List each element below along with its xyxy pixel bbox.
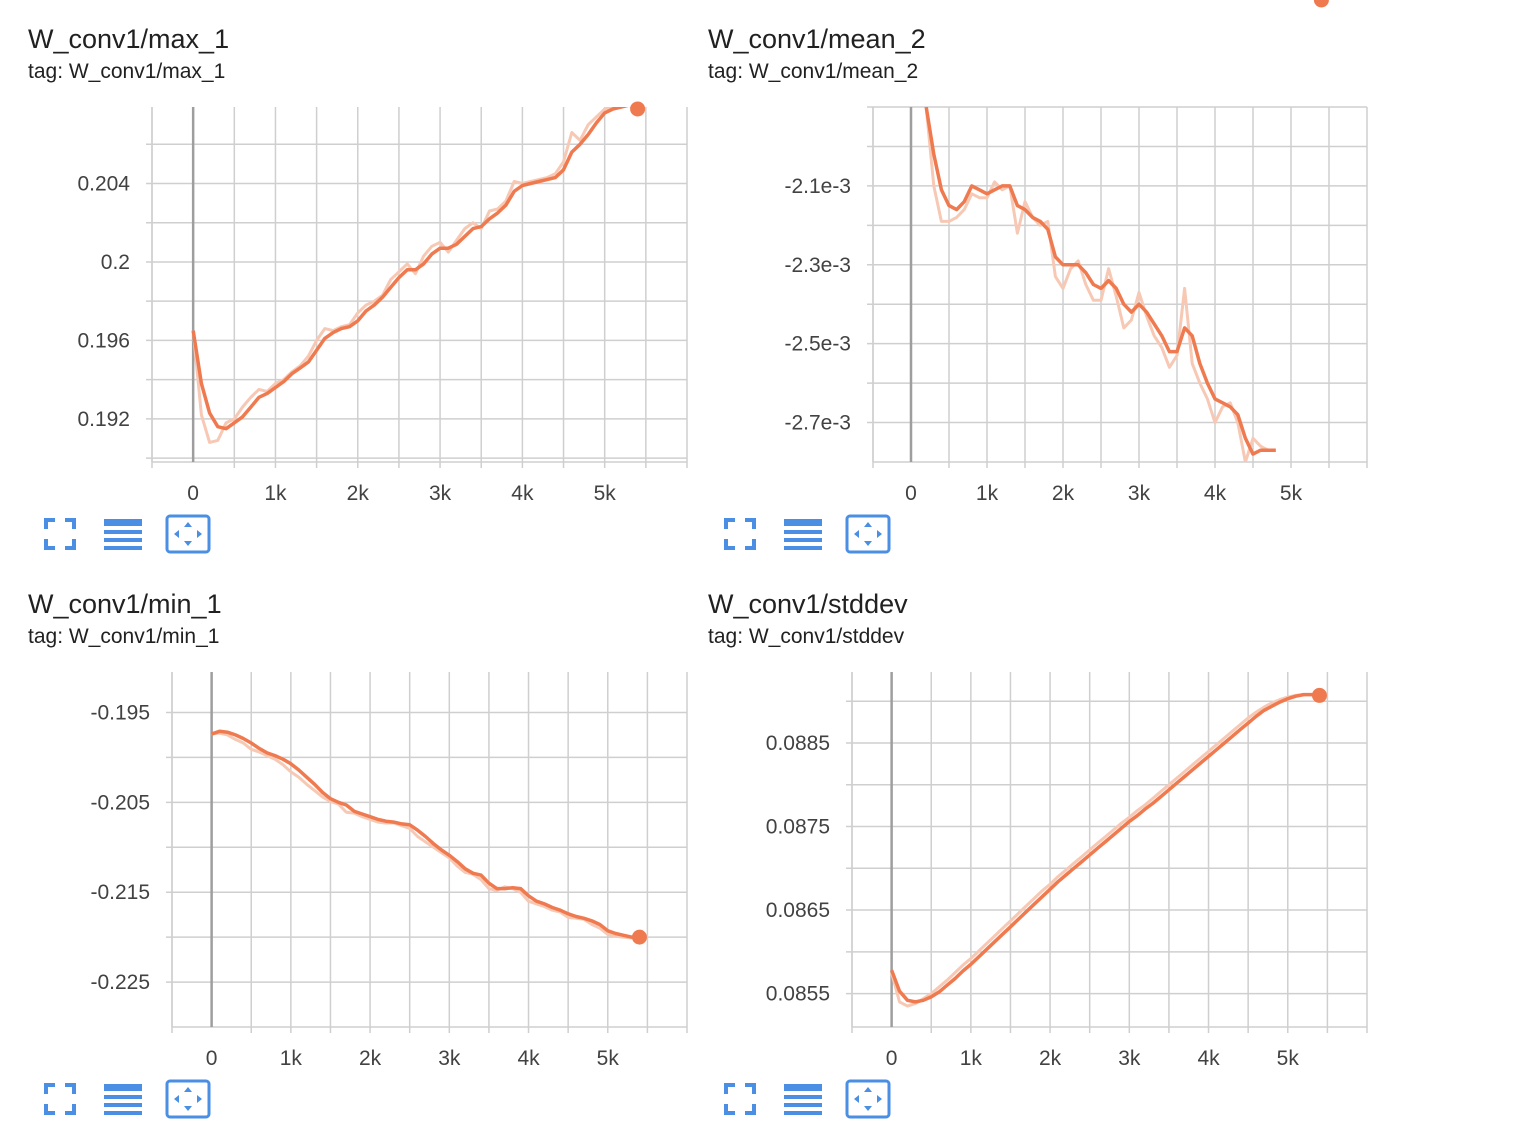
last-point-marker (1311, 687, 1327, 703)
chart-title: W_conv1/max_1 (28, 24, 230, 54)
y-tick-label: -0.215 (90, 881, 150, 904)
fullscreen-icon[interactable] (724, 518, 756, 550)
x-tick-label: 5k (1280, 482, 1303, 505)
y-tick-label: 0.0885 (766, 732, 830, 755)
fit-domain-icon[interactable] (165, 514, 211, 554)
x-tick-label: 1k (264, 482, 287, 505)
x-tick-label: 3k (1118, 1047, 1141, 1070)
chart-plot[interactable]: 0 1k 2k 3k 4k 5k 0.0855 0.0865 0.0875 0.0885 (680, 565, 1380, 1075)
y-tick-label: -0.195 (90, 701, 150, 724)
chart-title: W_conv1/min_1 (28, 589, 222, 619)
y-tick-label: -2.1e-3 (784, 175, 851, 198)
x-tick-label: 4k (1197, 1047, 1220, 1070)
y-tick-label: 0.204 (77, 172, 130, 195)
x-tick-label: 4k (1204, 482, 1227, 505)
chart-tag: tag: W_conv1/stddev (708, 625, 905, 648)
y-tick-label: 0.196 (77, 329, 130, 352)
chart-plot[interactable]: 0 1k 2k 3k 4k 5k 0.192 0.196 0.2 0.204 (0, 0, 700, 510)
chart-card: W_conv1/stddev tag: W_conv1/stddev 0 1k 2k… (680, 565, 1380, 1130)
x-tick-label: 0 (886, 1047, 898, 1070)
list-icon[interactable] (784, 518, 822, 552)
y-tick-label: -2.5e-3 (784, 333, 851, 356)
series-smoothed-line (924, 107, 1276, 456)
chart-tag: tag: W_conv1/min_1 (28, 625, 220, 648)
y-tick-label: 0.2 (101, 251, 130, 274)
y-tick-label: 0.0865 (766, 899, 830, 922)
x-tick-label: 3k (429, 482, 452, 505)
chart-title: W_conv1/mean_2 (708, 24, 926, 54)
fit-domain-icon[interactable] (845, 514, 891, 554)
x-tick-label: 3k (438, 1047, 461, 1070)
last-point-marker (630, 101, 646, 117)
chart-card: W_conv1/min_1 tag: W_conv1/min_1 0 1k 2k 3k… (0, 565, 700, 1130)
x-tick-label: 5k (594, 482, 617, 505)
y-tick-label: 0.192 (77, 408, 130, 431)
list-icon[interactable] (104, 1083, 142, 1117)
series-raw-line (211, 731, 640, 940)
chart-card: W_conv1/mean_2 tag: W_conv1/mean_2 0 1k 2k… (680, 0, 1380, 565)
y-tick-label: -0.205 (90, 791, 150, 814)
x-tick-label: 1k (280, 1047, 303, 1070)
y-tick-label: 0.0855 (766, 983, 830, 1006)
list-icon[interactable] (104, 518, 142, 552)
y-tick-label: -2.7e-3 (784, 412, 851, 435)
x-tick-label: 1k (960, 1047, 983, 1070)
fullscreen-icon[interactable] (724, 1083, 756, 1115)
series-raw-line (890, 693, 1320, 1008)
fit-domain-icon[interactable] (845, 1079, 891, 1119)
fullscreen-icon[interactable] (44, 1083, 76, 1115)
x-tick-label: 2k (1039, 1047, 1062, 1070)
x-tick-label: 1k (976, 482, 999, 505)
y-tick-label: 0.0875 (766, 816, 830, 839)
y-tick-label: -0.225 (90, 971, 150, 994)
last-point-marker (1313, 0, 1329, 8)
x-tick-label: 4k (517, 1047, 540, 1070)
chart-tag: tag: W_conv1/max_1 (28, 60, 226, 83)
chart-tag: tag: W_conv1/mean_2 (708, 60, 919, 83)
x-tick-label: 5k (1277, 1047, 1300, 1070)
fit-domain-icon[interactable] (165, 1079, 211, 1119)
fullscreen-icon[interactable] (44, 518, 76, 550)
chart-plot[interactable]: 0 1k 2k 3k 4k 5k -2.1e-3 -2.3e-3 -2.5e-3 -2.7e-3 (680, 0, 1380, 510)
list-icon[interactable] (784, 1083, 822, 1117)
series-smoothed-line (889, 692, 1320, 1004)
chart-card: W_conv1/max_1 tag: W_conv1/max_1 0 1k 2k 3k… (0, 0, 700, 565)
chart-plot[interactable]: 0 1k 2k 3k 4k 5k -0.195 -0.205 -0.215 -0.225 (0, 565, 700, 1075)
x-tick-label: 0 (206, 1047, 218, 1070)
chart-title: W_conv1/stddev (708, 589, 908, 619)
x-tick-label: 0 (905, 482, 917, 505)
last-point-marker (631, 929, 647, 945)
x-tick-label: 2k (359, 1047, 382, 1070)
x-tick-label: 2k (1052, 482, 1075, 505)
x-tick-label: 3k (1128, 482, 1151, 505)
x-tick-label: 2k (347, 482, 370, 505)
x-tick-label: 5k (597, 1047, 620, 1070)
x-tick-label: 4k (511, 482, 534, 505)
series-smoothed-line (191, 107, 639, 431)
series-raw-line (924, 107, 1276, 462)
y-tick-label: -2.3e-3 (784, 254, 851, 277)
x-tick-label: 0 (187, 482, 199, 505)
series-smoothed-line (211, 729, 640, 939)
